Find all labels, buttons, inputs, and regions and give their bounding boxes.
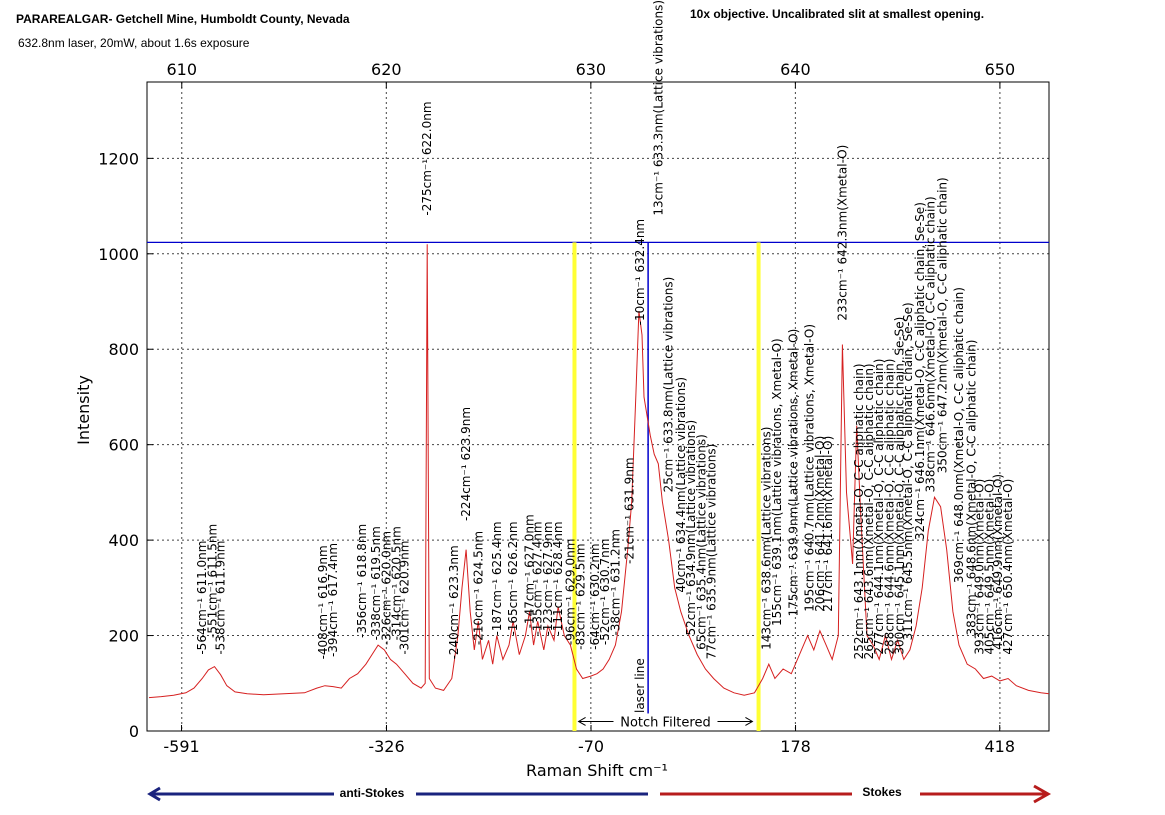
x-top-tick-label: 640 — [780, 60, 811, 79]
peak-annotation: 252cm⁻¹ 643.1nm(Xmetal-O, C-C aliphatic … — [852, 363, 866, 659]
x-top-tick-label: 650 — [985, 60, 1016, 79]
peak-annotation: -210cm⁻¹ 624.5nm — [471, 531, 485, 645]
stokes-label: Stokes — [862, 785, 902, 799]
peak-annotation: -96cm⁻¹ 629.0nm — [563, 539, 577, 646]
arrow-head — [577, 717, 586, 726]
peak-annotation: 393cm⁻¹ 649.0nm(Xmetal-O) — [972, 479, 986, 655]
x-top-tick-label: 630 — [576, 60, 607, 79]
peak-annotation: 350cm⁻¹ 647.2nm(Xmetal-O, C-C aliphatic … — [936, 177, 950, 473]
y-tick-label: 800 — [108, 340, 139, 359]
peak-annotation: 143cm⁻¹ 638.6nm(Lattice vibrations) — [760, 427, 774, 650]
x2-tick-label: -70 — [578, 737, 604, 756]
peak-annotation: 300cm⁻¹ 645.1nm(Xmetal-O, C-C aliphatic … — [893, 317, 907, 655]
arrow-head — [147, 786, 161, 802]
peak-annotation: 233cm⁻¹ 642.3nm(Xmetal-O) — [835, 145, 849, 321]
peak-annotation: -275cm⁻¹ 622.0nm — [420, 101, 434, 215]
peak-annotation: -123cm⁻¹ 627.9nm — [541, 521, 555, 635]
peak-annotation: -21cm⁻¹ 631.9nm — [623, 457, 637, 564]
peak-annotation: -38cm⁻¹ 631.2nm — [608, 529, 622, 636]
anti-stokes-label: anti-Stokes — [340, 786, 405, 800]
peak-annotation: 40cm⁻¹ 634.4nm(Lattice vibrations) — [674, 377, 688, 593]
peak-annotation: -135cm⁻¹ 627.4nm — [531, 521, 545, 635]
peak-annotation: -408cm⁻¹ 616.9nm — [316, 545, 330, 659]
y-tick-label: 1200 — [98, 149, 139, 168]
peak-annotation: 206cm⁻¹ 641.2nm(Xmetal-O) — [813, 436, 827, 612]
peak-annotation: -326cm⁻¹ 620.0nm — [379, 531, 393, 645]
y-tick-label: 0 — [129, 722, 139, 741]
x-axis-label: Raman Shift cm⁻¹ — [526, 761, 668, 780]
peak-annotation: 311cm⁻¹ 645.5nm(Xmetal-O, C-C aliphatic … — [901, 302, 915, 640]
peak-annotation: -356cm⁻¹ 618.8nm — [355, 524, 369, 638]
peak-annotation: 265cm⁻¹ 643.6nm(Xmetal-O, C-C aliphatic … — [862, 363, 876, 659]
peak-annotation: 175cm⁻¹ 639.9nm(Lattice vibrations, Xmet… — [786, 329, 800, 617]
peak-annotation: 65cm⁻¹ 635.4nm(Lattice vibrations) — [694, 434, 708, 650]
peak-annotation: -147cm⁻¹ 627.0nm — [522, 514, 536, 628]
peak-annotation: 52cm⁻¹ 634.9nm(Lattice vibrations) — [684, 420, 698, 636]
y-tick-label: 1000 — [98, 245, 139, 264]
x2-tick-label: 418 — [984, 737, 1015, 756]
peak-annotation: 195cm⁻¹ 640.7nm(Lattice vibrations, Xmet… — [803, 324, 817, 612]
peak-annotation: -187cm⁻¹ 625.4nm — [490, 521, 504, 635]
y-tick-label: 200 — [108, 627, 139, 646]
peak-annotation: 288cm⁻¹ 644.6nm(Xmetal-O, C-C aliphatic … — [882, 359, 896, 655]
peak-annotation: 155cm⁻¹ 639.1nm(Lattice vibrations, Xmet… — [770, 338, 784, 626]
peak-annotation: 383cm⁻¹ 648.6nm(Xmetal-O, C-C aliphatic … — [964, 340, 978, 636]
peak-annotation: -224cm⁻¹ 623.9nm — [459, 407, 473, 521]
arrow-head — [745, 717, 754, 726]
spectrum-line — [148, 244, 1050, 699]
peak-annotation: 324cm⁻¹ 646.1nm(Xmetal-O, C-C aliphatic … — [913, 202, 927, 540]
peak-annotation: -52cm⁻¹ 630.7nm — [598, 539, 612, 646]
chart-title: PARAREALGAR- Getchell Mine, Humboldt Cou… — [16, 12, 350, 26]
peak-annotation: -111cm⁻¹ 628.4nm — [551, 521, 565, 635]
peak-annotation: -314cm⁻¹ 620.5nm — [390, 526, 404, 640]
notch-label: Notch Filtered — [620, 715, 710, 730]
arrow-head — [1033, 784, 1052, 804]
peak-annotation: -564cm⁻¹ 611.0nm — [195, 541, 209, 655]
peak-annotation: 217cm⁻¹ 641.6nm(Xmetal-O) — [821, 436, 835, 612]
plot-frame — [146, 81, 1050, 732]
peak-annotation: -301cm⁻¹ 620.9nm — [398, 541, 412, 655]
peak-annotation: -64cm⁻¹ 630.2nm — [588, 543, 602, 650]
x2-tick-label: 178 — [780, 737, 811, 756]
x2-tick-label: -591 — [163, 737, 199, 756]
peak-annotation: -551cm⁻¹ 611.5nm — [205, 524, 219, 638]
peak-annotation: 369cm⁻¹ 648.0nm(Xmetal-O, C-C aliphatic … — [952, 287, 966, 583]
chart-subtitle: 632.8nm laser, 20mW, about 1.6s exposure — [18, 36, 250, 50]
peak-annotation: 338cm⁻¹ 646.6nm(Xmetal-O, C-C aliphatic … — [923, 196, 937, 492]
y-tick-label: 600 — [108, 436, 139, 455]
peak-annotation: -538cm⁻¹ 611.9nm — [214, 541, 228, 655]
peak-annotation: -165cm⁻¹ 626.2nm — [506, 521, 520, 635]
notch-label-bg — [613, 713, 718, 730]
peak-annotation: -240cm⁻¹ 623.3nm — [447, 545, 461, 659]
peak-annotation: 25cm⁻¹ 633.8nm(Lattice vibrations) — [662, 277, 676, 493]
peak-annotation: 427cm⁻¹ 650.4nm(Xmetal-O) — [1001, 479, 1015, 655]
peak-annotation: -10cm⁻¹ 632.4nm — [633, 219, 647, 326]
x-top-tick-label: 610 — [166, 60, 197, 79]
peak-annotation: 416cm⁻¹ 649.9nm(Xmetal-O) — [991, 474, 1005, 650]
peak-annotation: -83cm⁻¹ 629.5nm — [574, 543, 588, 650]
x2-tick-label: -326 — [368, 737, 404, 756]
chart-note: 10x objective. Uncalibrated slit at smal… — [690, 7, 984, 21]
peak-annotation: 277cm⁻¹ 644.1nm(Xmetal-O, C-C aliphatic … — [872, 359, 886, 655]
laser-line-label: laser line — [633, 658, 647, 713]
y-axis-label: Intensity — [74, 375, 93, 445]
peak-annotation: 77cm⁻¹ 635.9nm(Lattice vibrations) — [705, 444, 719, 660]
peak-annotation: 405cm⁻¹ 649.5nm(Xmetal-O) — [983, 479, 997, 655]
peak-annotation: -394cm⁻¹ 617.4nm — [326, 543, 340, 657]
y-tick-label: 400 — [108, 531, 139, 550]
peak-annotation: 13cm⁻¹ 633.3nm(Lattice vibrations) — [651, 0, 665, 216]
peak-annotation: -338cm⁻¹ 619.5nm — [369, 526, 383, 640]
x-top-tick-label: 620 — [371, 60, 402, 79]
